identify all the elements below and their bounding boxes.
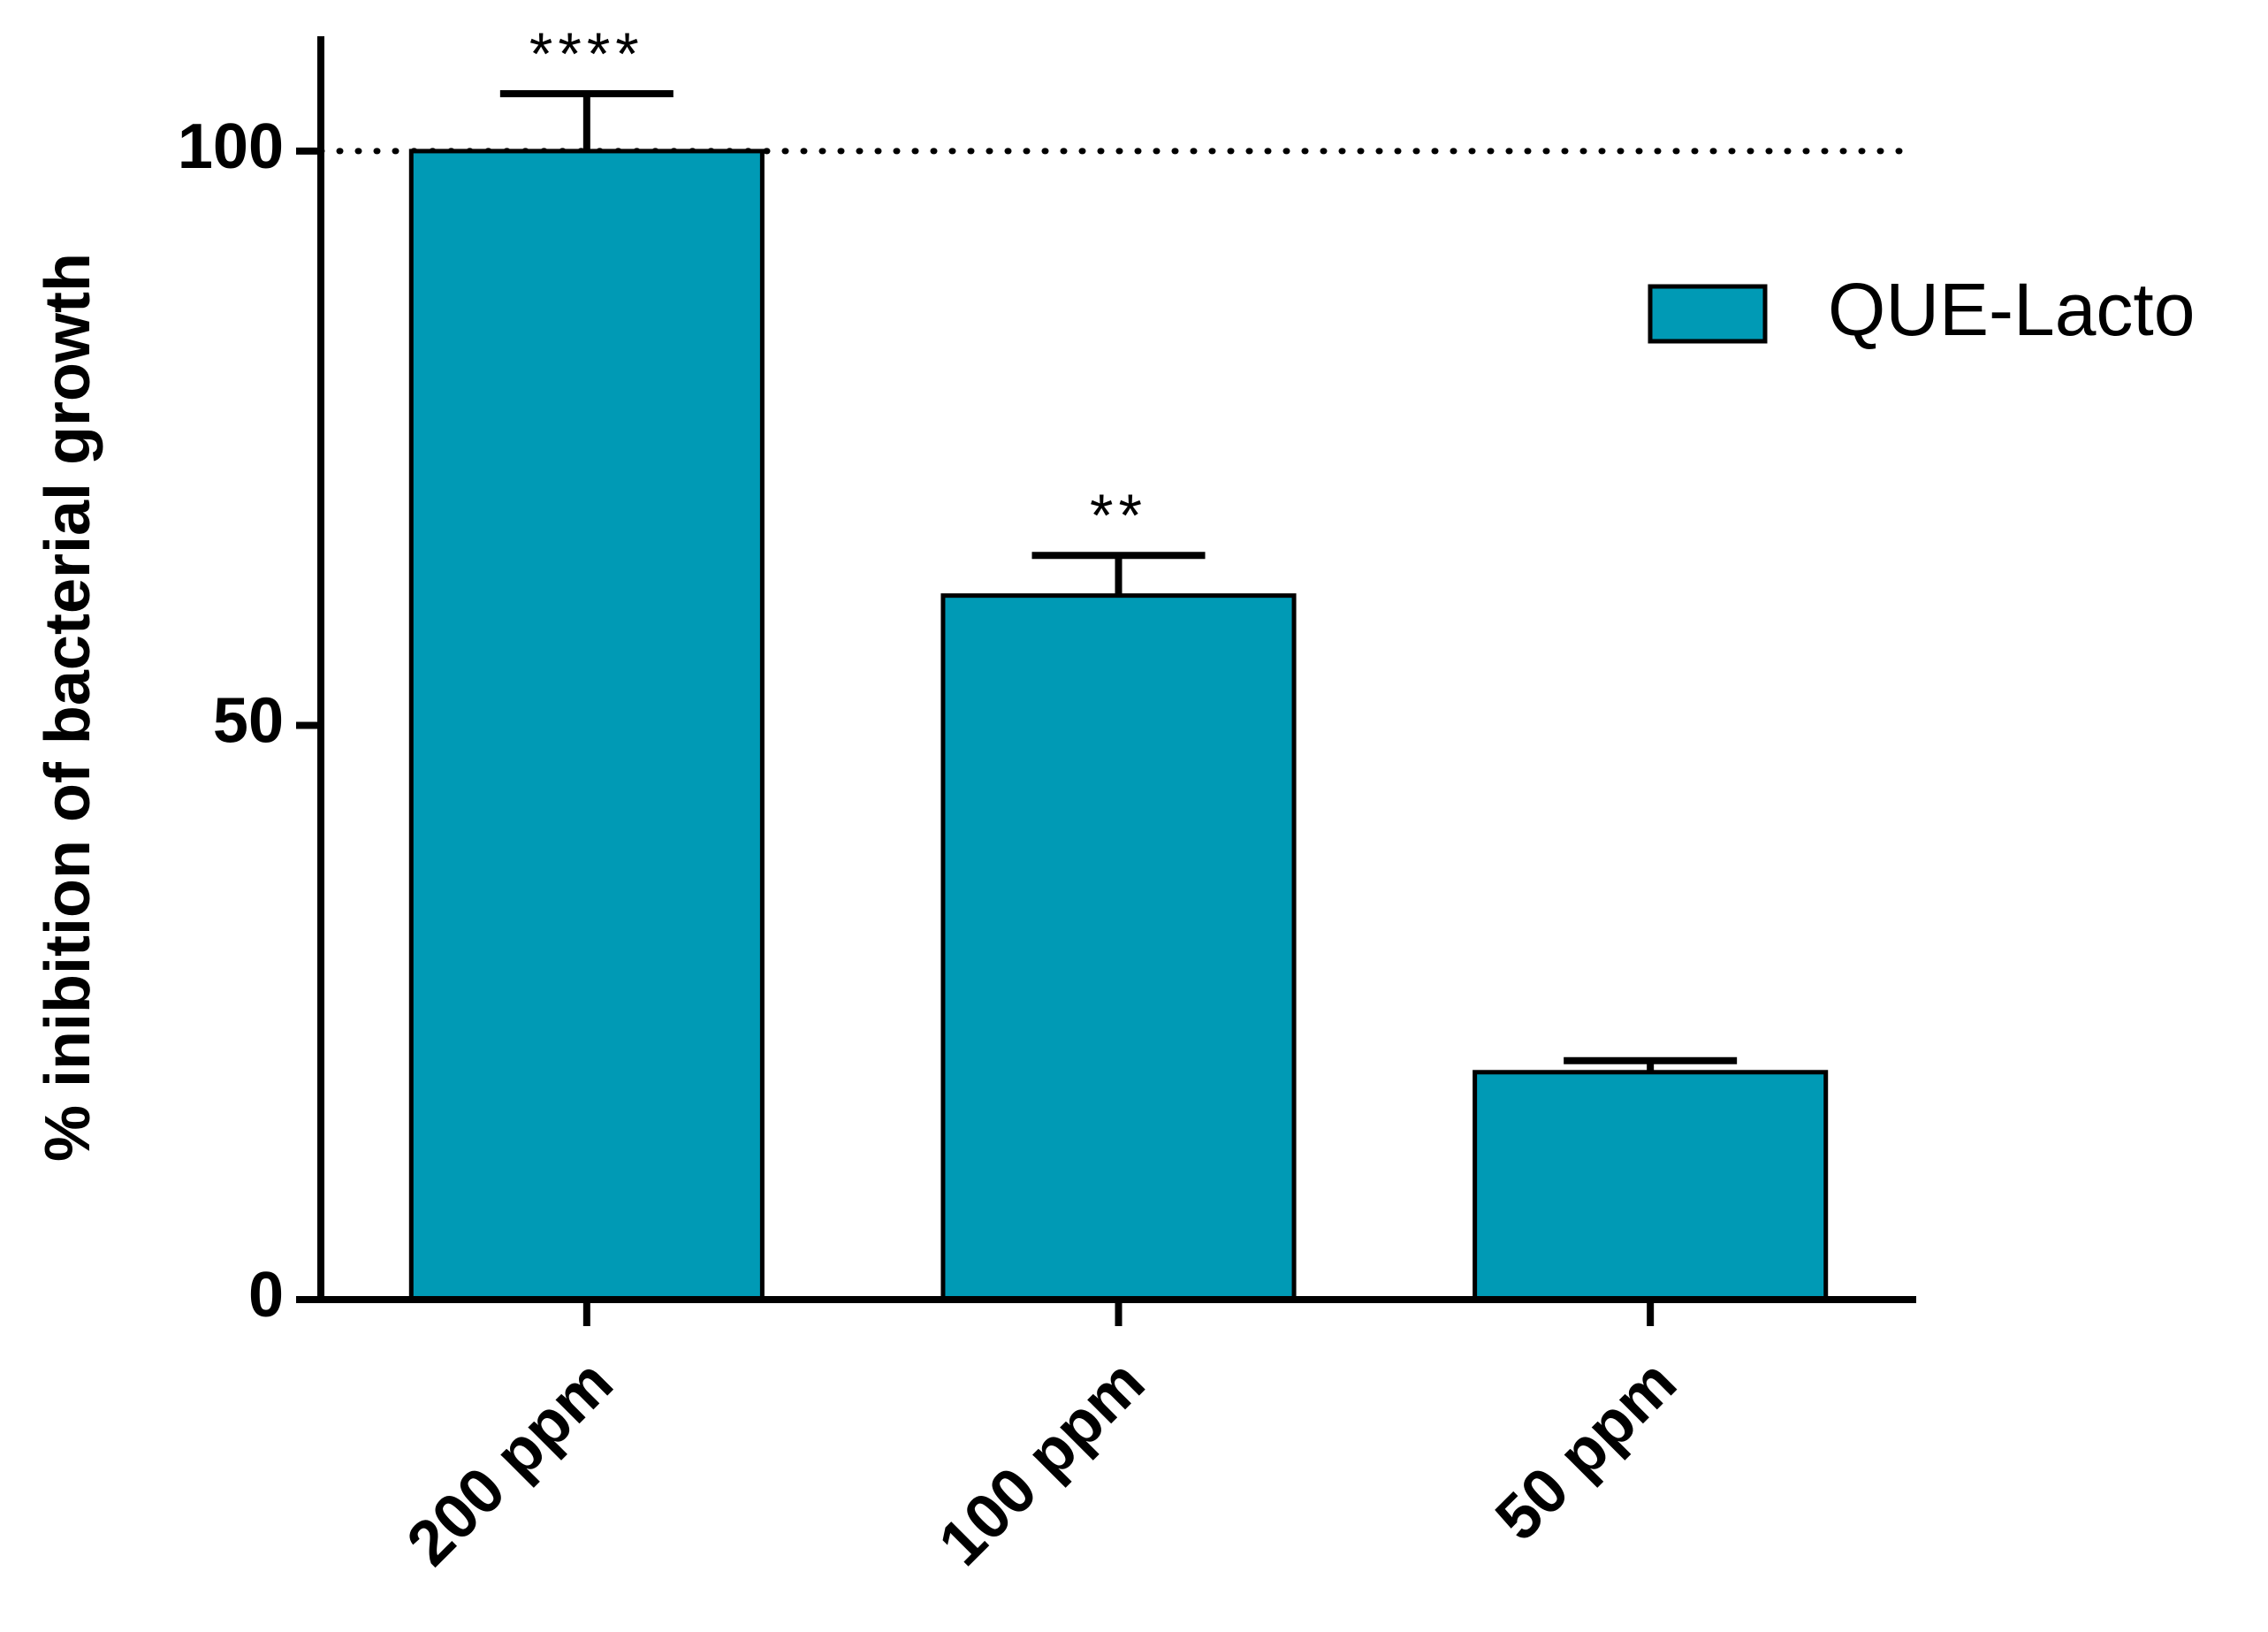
y-tick-label: 0 [248,1260,284,1331]
bar [1473,1070,1829,1302]
legend-label: QUE-Lacto [1828,268,2196,351]
error-bar [499,89,674,151]
x-tick-label: 100 ppm [925,1346,1158,1579]
error-bar [1031,552,1206,596]
bar [408,149,765,1302]
y-axis-label: % inibition of bacterial growth [33,253,103,1162]
bar [940,593,1297,1302]
significance-label: ** [1090,482,1147,549]
x-tick-label: 50 ppm [1482,1346,1690,1554]
y-tick-label: 100 [178,111,284,182]
y-tick-label: 50 [213,685,284,756]
error-bar [1564,1056,1738,1072]
significance-label: **** [529,20,644,88]
legend-swatch [1648,284,1768,344]
x-tick-label: 200 ppm [393,1346,626,1579]
